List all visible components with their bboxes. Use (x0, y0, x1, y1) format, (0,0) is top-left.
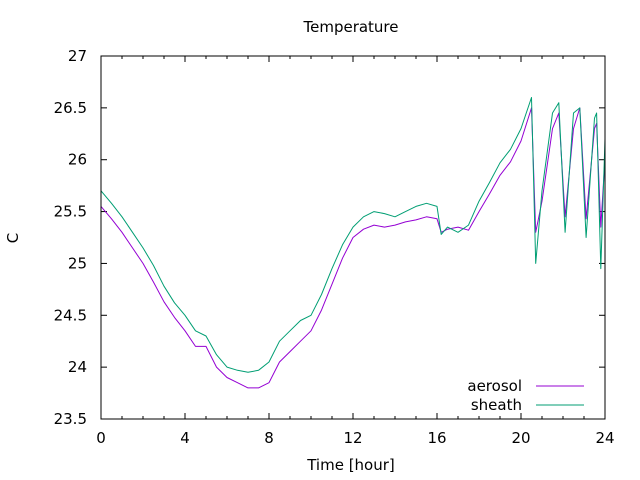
series-line-sheath (100, 97, 606, 373)
tick-labels: 0 4 8 12 16 20 24 23.5 24 24.5 25 25.5 26 26.5 27 (54, 47, 615, 447)
y-tick-label: 25 (68, 254, 87, 272)
plot-frame (100, 55, 606, 420)
x-tick-label: 8 (264, 429, 274, 447)
series-line-aerosol (100, 107, 606, 389)
legend-label-sheath: sheath (471, 396, 522, 414)
y-tick-label: 23.5 (54, 410, 87, 428)
x-tick-label: 24 (595, 429, 614, 447)
y-tick-label: 26 (68, 151, 87, 169)
series-lines (100, 97, 606, 389)
legend-label-aerosol: aerosol (467, 377, 522, 395)
x-tick-label: 4 (180, 429, 190, 447)
y-tick-label: 27 (68, 47, 87, 65)
x-tick-label: 20 (511, 429, 530, 447)
x-tick-label: 16 (427, 429, 446, 447)
y-tick-label: 24 (68, 358, 87, 376)
y-tick-label: 26.5 (54, 99, 87, 117)
y-axis-label: C (4, 233, 22, 243)
y-tick-label: 24.5 (54, 306, 87, 324)
x-tick-label: 12 (343, 429, 362, 447)
x-tick-label: 0 (96, 429, 106, 447)
chart-title: Temperature (302, 18, 398, 36)
x-axis-label: Time [hour] (306, 456, 395, 474)
y-tick-label: 25.5 (54, 203, 87, 221)
